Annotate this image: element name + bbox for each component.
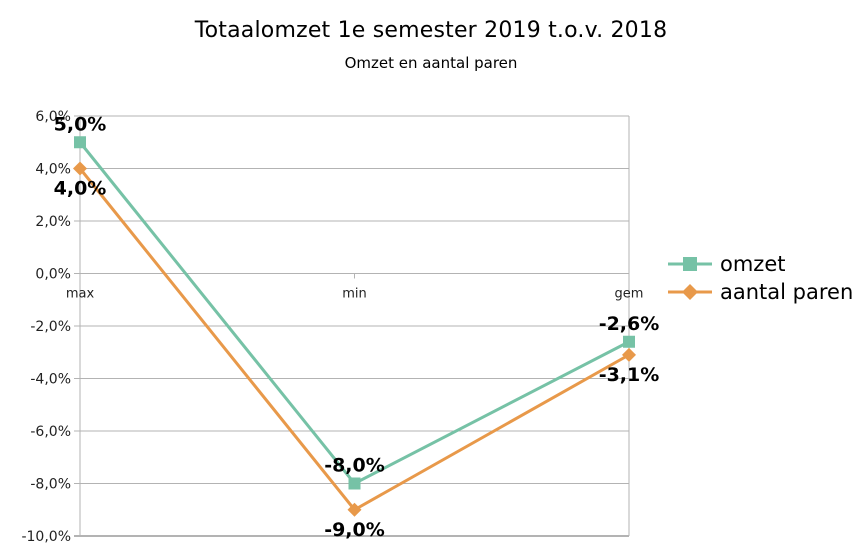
x-category-label: max [66, 287, 95, 302]
square-marker[interactable] [623, 335, 635, 348]
diamond-marker[interactable] [73, 161, 87, 176]
data-label: 5,0% [54, 113, 107, 135]
legend-item-omzet[interactable]: omzet [668, 250, 853, 278]
diamond-marker[interactable] [347, 502, 362, 517]
series-line-omzet [78, 141, 630, 486]
series-lines [73, 136, 636, 517]
data-label: -8,0% [324, 455, 385, 477]
axes: 6,0% 4,0% 2,0% 0,0% -2,0% -4,0% -6,0% -8,0% -10,… [21, 109, 643, 545]
square-marker[interactable] [348, 477, 361, 490]
y-tick-label: 0,0% [35, 267, 71, 283]
chart-title: Totaalomzet 1e semester 2019 t.o.v. 2018 [194, 18, 668, 43]
y-tick-label: -2,0% [30, 319, 71, 335]
y-tick-label: -4,0% [30, 372, 71, 388]
gridlines [74, 115, 629, 537]
data-labels: 5,0% -8,0% -2,6% 4,0% -9,0% -3,1% [54, 113, 660, 541]
legend-item-aantal-paren[interactable]: aantal paren [668, 278, 853, 306]
diamond-marker-icon [668, 284, 712, 300]
diamond-marker[interactable] [622, 347, 636, 362]
square-marker[interactable] [74, 136, 86, 149]
y-tick-label: 6,0% [35, 109, 71, 125]
legend-label: omzet [720, 252, 786, 276]
legend: omzet aantal paren [668, 250, 853, 306]
legend-label: aantal paren [720, 280, 854, 304]
x-category-label: gem [615, 287, 644, 302]
chart-subtitle: Omzet en aantal paren [344, 54, 518, 72]
y-tick-label: -6,0% [30, 424, 71, 440]
y-tick-label: 2,0% [35, 214, 71, 230]
x-category-label: min [342, 287, 367, 302]
y-tick-label: -8,0% [30, 477, 71, 493]
square-marker-icon [668, 257, 712, 271]
data-label: -2,6% [599, 313, 660, 335]
data-label: -9,0% [324, 519, 385, 541]
y-tick-label: -10,0% [21, 529, 71, 545]
data-label: 4,0% [54, 178, 107, 200]
y-tick-label: 4,0% [35, 162, 71, 178]
data-label: -3,1% [599, 364, 660, 386]
